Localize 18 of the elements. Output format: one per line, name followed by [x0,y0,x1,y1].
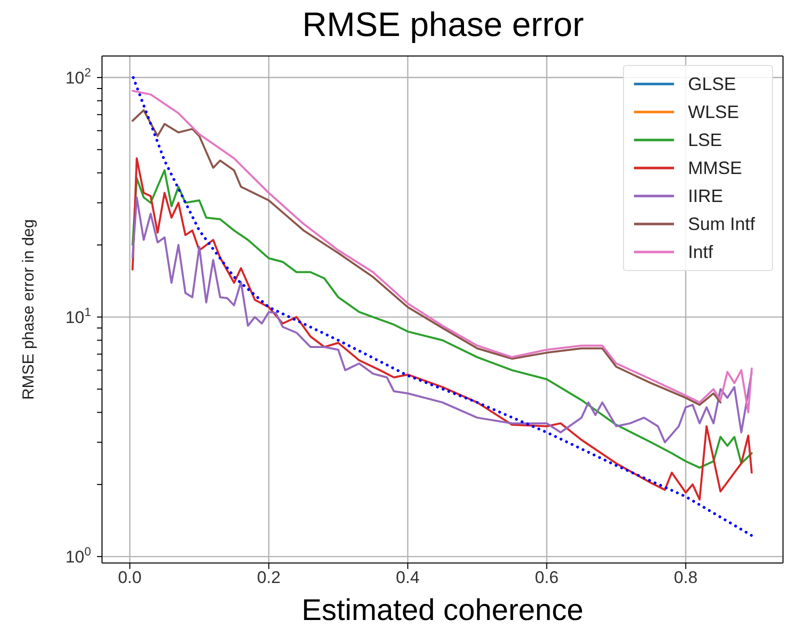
x-tick-label: 0.4 [396,568,420,588]
legend-label: Sum Intf [688,214,756,234]
legend-label: MMSE [688,158,742,178]
legend-label: LSE [688,130,722,150]
x-tick-label: 0.0 [118,568,142,588]
legend-label: GLSE [688,74,736,94]
y-tick-label: 10$^{0}$ [65,544,92,567]
x-tick-label: 0.8 [674,568,698,588]
legend-label: Intf [688,242,714,262]
y-tick-label: 10$^{2}$ [65,66,92,88]
x-axis-title: Estimated coherence [302,594,584,627]
y-tick-label: 10$^{1}$ [65,305,92,328]
legend-label: WLSE [688,102,740,122]
y-axis-title: RMSE phase error in deg [20,219,38,400]
x-tick-label: 0.6 [534,568,559,588]
x-tick-label: 0.2 [256,568,281,588]
legend-label: IIRE [688,186,724,206]
chart-title: RMSE phase error [301,5,585,46]
